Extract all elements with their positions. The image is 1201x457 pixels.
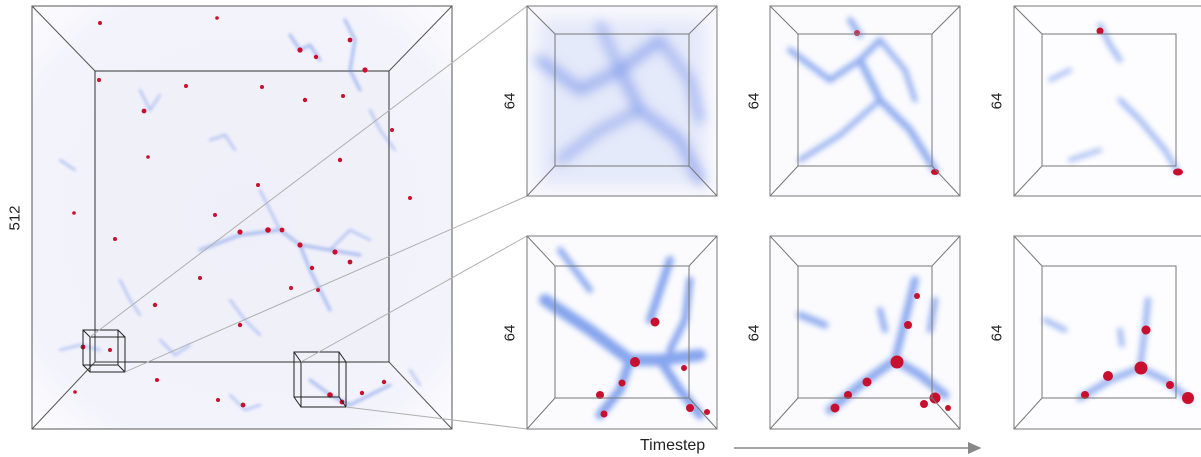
panel-bottom-3: [1013, 235, 1201, 430]
panel-top-1-size-label: 64: [501, 92, 519, 110]
panel-bottom-1-size-label: 64: [501, 324, 519, 342]
panel-top-2-size-label: 64: [745, 92, 763, 110]
subvolume-cube-small: [82, 329, 126, 373]
panel-bottom-2-size-label: 64: [745, 324, 763, 342]
main-volume: [31, 5, 453, 430]
panel-top-2: [769, 5, 961, 197]
panel-bottom-2: [769, 235, 961, 430]
main-volume-size-label: 512: [6, 205, 24, 231]
zoom-connectors: [89, 5, 528, 430]
timestep-label: Timestep: [640, 437, 706, 454]
subvolume-cube-large: [293, 351, 347, 408]
panel-bottom-1: [526, 235, 718, 430]
panel-top-1: [526, 5, 718, 197]
panel-top-3: [1013, 5, 1201, 197]
panel-bottom-3-size-label: 64: [988, 324, 1006, 342]
panel-top-3-size-label: 64: [988, 92, 1006, 110]
main-halos: [72, 16, 412, 408]
